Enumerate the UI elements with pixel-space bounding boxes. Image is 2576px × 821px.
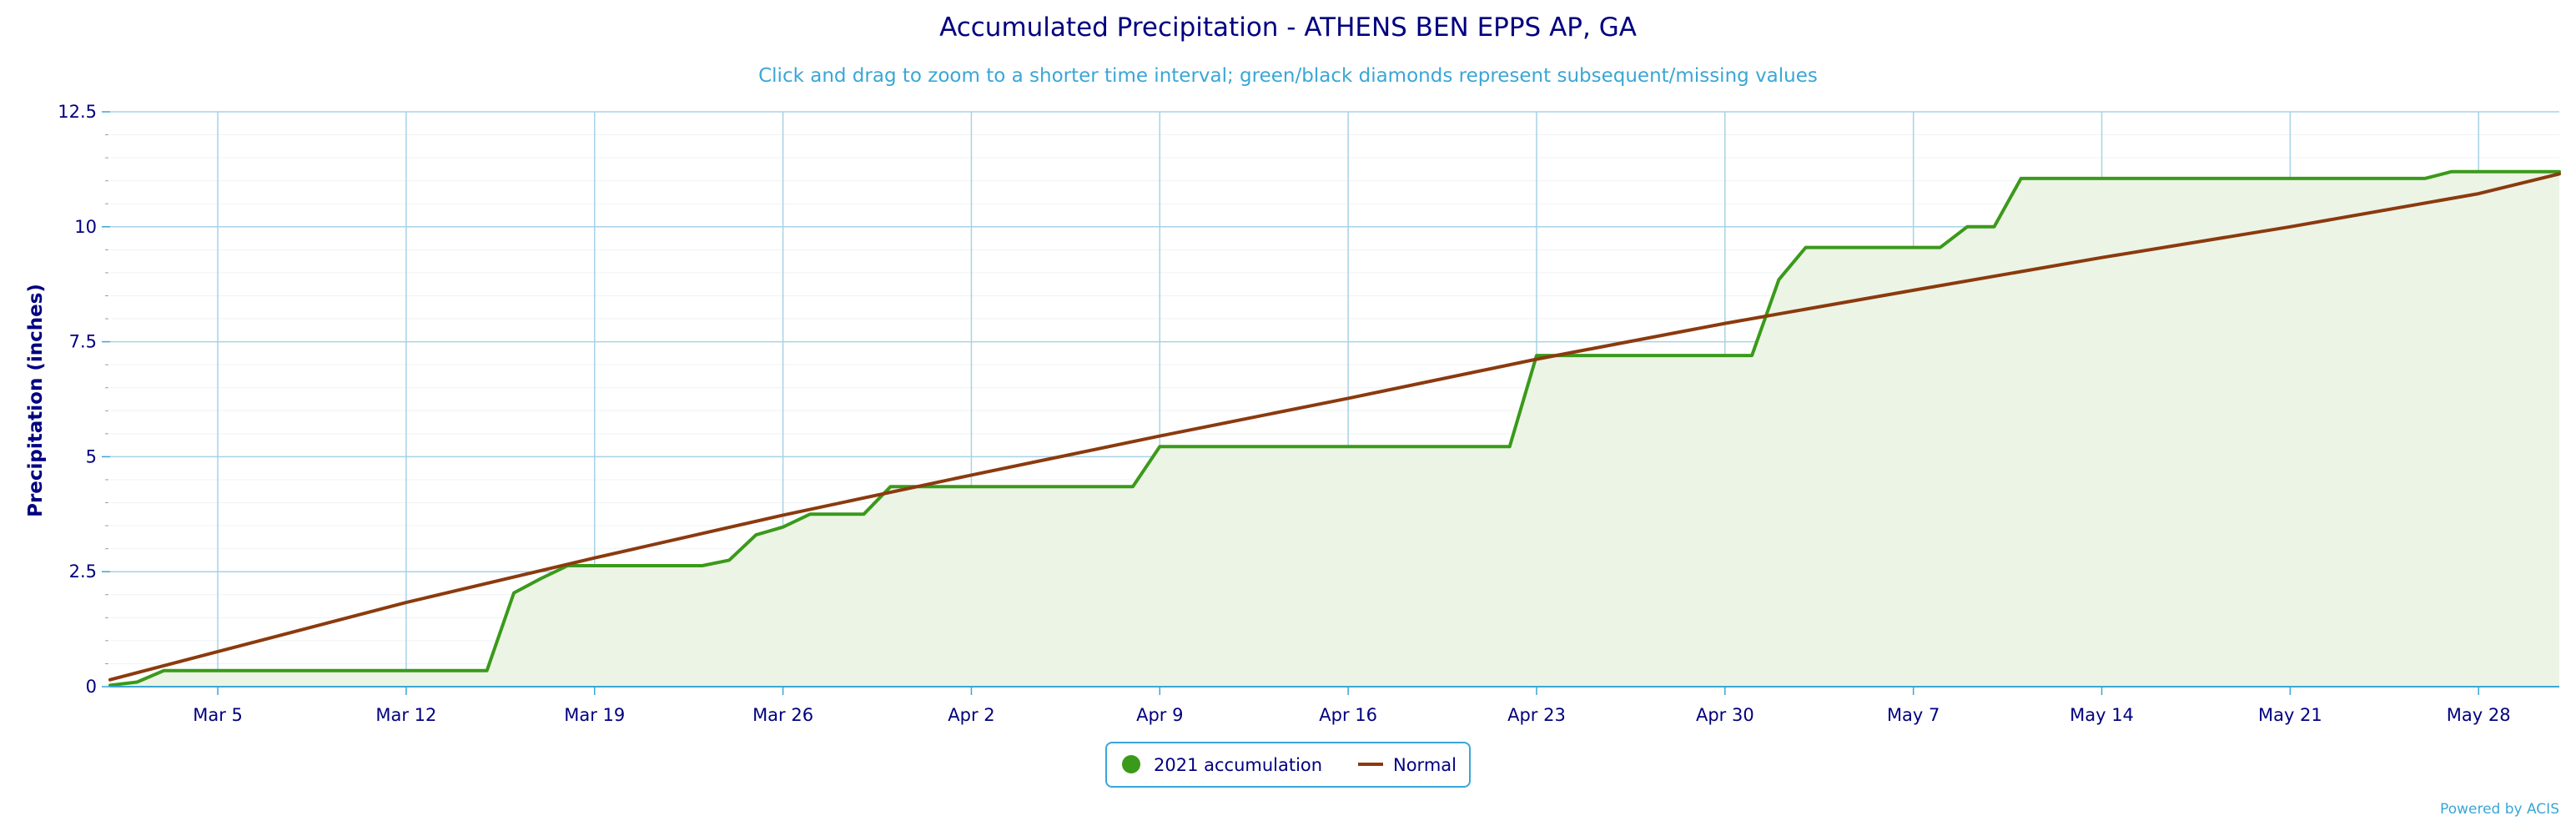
- chart-subtitle: Click and drag to zoom to a shorter time…: [758, 65, 1818, 87]
- x-tick-label: May 14: [2070, 705, 2134, 725]
- y-tick-label: 0: [86, 677, 97, 697]
- legend-normal-label: Normal: [1393, 755, 1457, 775]
- x-tick-label: Mar 5: [193, 705, 243, 725]
- x-tick-label: Mar 19: [564, 705, 625, 725]
- x-tick-label: May 28: [2447, 705, 2511, 725]
- x-tick-label: Apr 16: [1319, 705, 1377, 725]
- legend-2021-accumulation-label: 2021 accumulation: [1154, 755, 1322, 775]
- x-tick-label: Mar 12: [375, 705, 436, 725]
- chart-title: Accumulated Precipitation - ATHENS BEN E…: [939, 13, 1637, 43]
- x-tick-label: Apr 9: [1136, 705, 1183, 725]
- plot-area[interactable]: [108, 111, 2561, 688]
- series-line-normal: [108, 172, 2561, 682]
- series-layer: [108, 169, 2561, 688]
- series-area-2021-accumulation: [110, 171, 2559, 687]
- legend-box: [1105, 742, 1471, 788]
- x-tick-label: May 21: [2258, 705, 2322, 725]
- y-tick-label: 12.5: [58, 102, 97, 122]
- series-line-2021-accumulation: [108, 169, 2561, 688]
- y-axis-title: Precipitation (inches): [25, 284, 47, 517]
- y-tick-label: 10: [74, 217, 97, 237]
- y-axis-ticks: 0 2.5 5 7.5 10 12.5: [58, 102, 110, 697]
- x-tick-label: Apr 2: [948, 705, 994, 725]
- y-tick-label: 7.5: [69, 332, 97, 352]
- y-tick-label: 5: [86, 446, 97, 466]
- x-tick-label: Apr 23: [1507, 705, 1566, 725]
- legend-item-normal[interactable]: Normal: [1358, 755, 1457, 775]
- y-tick-label: 2.5: [69, 562, 97, 582]
- x-tick-label: Apr 30: [1696, 705, 1754, 725]
- credit-link[interactable]: Powered by ACIS: [2440, 801, 2559, 818]
- x-axis-ticks: Mar 5 Mar 12 Mar 19 Mar 26 Apr 2 Apr 9 Apr 16 A…: [193, 687, 2511, 725]
- legend-2021-accumulation-marker: [1122, 755, 1140, 773]
- legend-item-2021-accumulation[interactable]: 2021 accumulation: [1122, 755, 1322, 775]
- x-tick-label: Mar 26: [752, 705, 813, 725]
- legend[interactable]: 2021 accumulation Normal: [1105, 742, 1471, 788]
- x-tick-label: May 7: [1887, 705, 1940, 725]
